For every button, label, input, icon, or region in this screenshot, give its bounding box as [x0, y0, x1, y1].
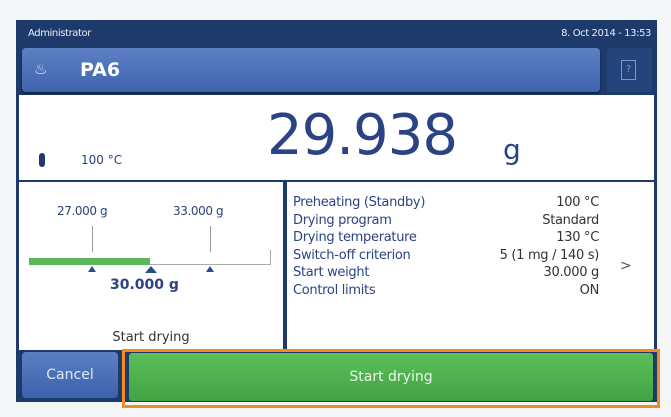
lower-limit-label: 27.000 g [57, 204, 108, 218]
chevron-right-icon[interactable]: > [620, 258, 632, 274]
temperature-value: 100 °C [81, 153, 123, 167]
parameter-label: Start weight [293, 265, 370, 280]
help-button[interactable]: ? [607, 48, 652, 92]
start-drying-button[interactable]: Start drying [129, 353, 653, 401]
upper-limit-tick [210, 226, 211, 252]
parameter-value: 130 °C [556, 230, 599, 245]
start-weight-marker [145, 266, 157, 273]
upper-limit-marker [206, 266, 214, 272]
parameter-value: Standard [542, 212, 599, 228]
parameter-label: Drying temperature [293, 230, 417, 245]
weight-axis-end [270, 250, 271, 265]
weight-value: 29.938 [267, 103, 458, 168]
parameter-row: Drying program Standard [293, 212, 599, 230]
thermometer-icon [39, 153, 45, 167]
weight-display: 100 °C 29.938 g [19, 95, 654, 180]
parameter-value: ON [579, 282, 600, 298]
upper-limit-label: 33.000 g [173, 204, 224, 218]
parameter-label: Preheating (Standby) [293, 195, 426, 210]
parameter-row: Preheating (Standby) 100 °C [293, 194, 599, 212]
parameter-row: Start weight 30.000 g [293, 264, 599, 282]
highlight-outline [122, 349, 660, 408]
parameter-row: Drying temperature 130 °C [293, 229, 599, 247]
current-weight-bar [29, 258, 150, 265]
parameter-row: Control limits ON [293, 282, 599, 300]
parameters-panel[interactable]: Preheating (Standby) 100 °C Drying program… [287, 182, 654, 350]
app-window: Administrator 8. Oct 2014 - 13:53 ♨ PA6 … [16, 20, 657, 402]
drying-method-icon: ♨ [34, 60, 48, 78]
weight-unit: g [503, 133, 521, 166]
user-name: Administrator [28, 28, 91, 39]
lower-limit-tick [92, 226, 93, 252]
method-title-bar[interactable]: ♨ PA6 [22, 48, 600, 92]
weight-axis [29, 264, 271, 265]
start-weight-label: 30.000 g [110, 277, 179, 293]
help-book-icon: ? [621, 60, 636, 80]
method-name: PA6 [80, 59, 121, 81]
cancel-button[interactable]: Cancel [22, 352, 118, 398]
status-bar: Administrator 8. Oct 2014 - 13:53 [16, 20, 657, 47]
date-time: 8. Oct 2014 - 13:53 [561, 28, 651, 39]
parameter-value: 30.000 g [543, 265, 600, 280]
parameter-label: Control limits [293, 282, 376, 298]
lower-limit-marker [88, 266, 96, 272]
parameter-value: 100 °C [556, 195, 599, 210]
weight-limits-panel: 27.000 g 33.000 g 30.000 g Start drying [19, 182, 283, 350]
parameter-value: 5 (1 mg / 140 s) [499, 247, 600, 263]
parameter-row: Switch-off criterion 5 (1 mg / 140 s) [293, 247, 599, 265]
parameter-label: Switch-off criterion [293, 247, 411, 263]
parameter-label: Drying program [293, 212, 392, 228]
drying-status: Start drying [112, 330, 190, 345]
